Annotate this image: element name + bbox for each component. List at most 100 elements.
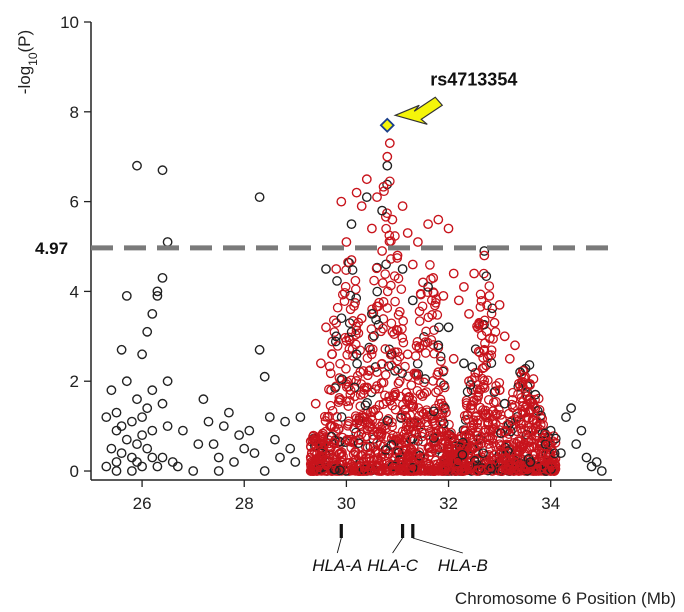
data-point (116, 344, 127, 355)
data-point (407, 295, 418, 306)
data-point (545, 439, 556, 449)
dense-point (428, 287, 439, 297)
dense-point (339, 296, 350, 307)
dense-point (424, 443, 435, 454)
dense-point (429, 325, 439, 336)
dense-point (483, 462, 494, 472)
dense-point (401, 444, 412, 455)
dense-point (386, 440, 397, 450)
data-point (126, 416, 137, 427)
data-point (157, 272, 168, 283)
data-point (366, 308, 377, 319)
dense-point (382, 286, 393, 297)
data-point (193, 439, 204, 449)
dense-point (548, 460, 558, 470)
y-axis-title-suffix: (P) (15, 30, 34, 53)
data-point (111, 457, 122, 467)
data-point (458, 358, 469, 369)
dense-point (359, 461, 369, 471)
data-point (213, 466, 224, 476)
data-point (285, 443, 296, 454)
dense-point (461, 443, 472, 453)
y-tick-label: 2 (70, 372, 79, 391)
dense-point (540, 448, 551, 459)
dense-point (427, 310, 437, 320)
data-point (397, 201, 408, 212)
data-point (561, 412, 571, 422)
data-point (106, 385, 117, 396)
data-point (101, 412, 112, 422)
data-point (269, 434, 280, 445)
data-point (464, 308, 474, 319)
y-axis-title-sub: 10 (26, 52, 40, 66)
dense-point (548, 465, 559, 476)
data-point (126, 466, 137, 476)
data-point (259, 466, 270, 476)
dense-point (524, 360, 535, 370)
dense-point (349, 463, 359, 474)
data-point (132, 394, 142, 405)
data-point (571, 439, 582, 449)
dense-point (425, 447, 435, 458)
dense-point (411, 341, 422, 351)
dense-point (536, 463, 547, 474)
dense-point (446, 456, 457, 467)
data-point (494, 299, 505, 310)
data-point (326, 385, 336, 396)
highlight-group: rs4713354 (379, 69, 517, 133)
dense-point (461, 398, 472, 408)
dense-point (479, 362, 489, 373)
dense-point (436, 378, 446, 388)
dense-point (457, 432, 467, 443)
data-point (315, 452, 326, 463)
dense-point (459, 430, 470, 441)
dense-point (433, 465, 444, 476)
data-point (384, 138, 395, 149)
dense-point (393, 364, 403, 375)
dense-point (409, 368, 420, 379)
dense-point (519, 464, 530, 475)
dense-point (330, 336, 341, 347)
dense-point (508, 387, 518, 398)
data-point (515, 380, 525, 391)
dense-point (342, 349, 353, 360)
data-point (423, 281, 433, 292)
data-point (351, 187, 362, 198)
dense-point (371, 460, 382, 471)
dense-point (384, 176, 395, 187)
dense-point (404, 450, 414, 460)
data-point (331, 331, 342, 342)
dense-point (377, 278, 388, 288)
dense-point (494, 405, 504, 415)
dense-point (472, 395, 482, 406)
dense-point (473, 323, 483, 333)
dense-point (393, 273, 404, 284)
dense-point (432, 310, 443, 320)
data-point (356, 201, 367, 212)
data-point (137, 349, 148, 360)
dense-point (549, 448, 560, 459)
dense-point (502, 420, 513, 430)
dense-point (405, 410, 416, 421)
dense-point (434, 322, 444, 333)
y-tick-label: 8 (70, 103, 79, 122)
data-point (147, 385, 158, 396)
data-point (418, 340, 428, 351)
dense-point (332, 302, 343, 313)
dense-point (369, 330, 379, 341)
dense-point (490, 327, 501, 337)
dense-point (398, 337, 409, 348)
dense-point (345, 290, 356, 301)
dense-point (430, 300, 440, 311)
dense-point (337, 374, 347, 385)
gene-label: HLA-A (312, 556, 362, 575)
data-point (290, 457, 301, 467)
dense-point (343, 401, 354, 411)
dense-point (473, 415, 483, 426)
dense-point (421, 326, 431, 337)
data-point (132, 457, 142, 467)
data-point (147, 425, 158, 436)
data-point (576, 425, 587, 436)
dense-point (406, 380, 417, 391)
highlight-snp-marker (379, 117, 395, 133)
